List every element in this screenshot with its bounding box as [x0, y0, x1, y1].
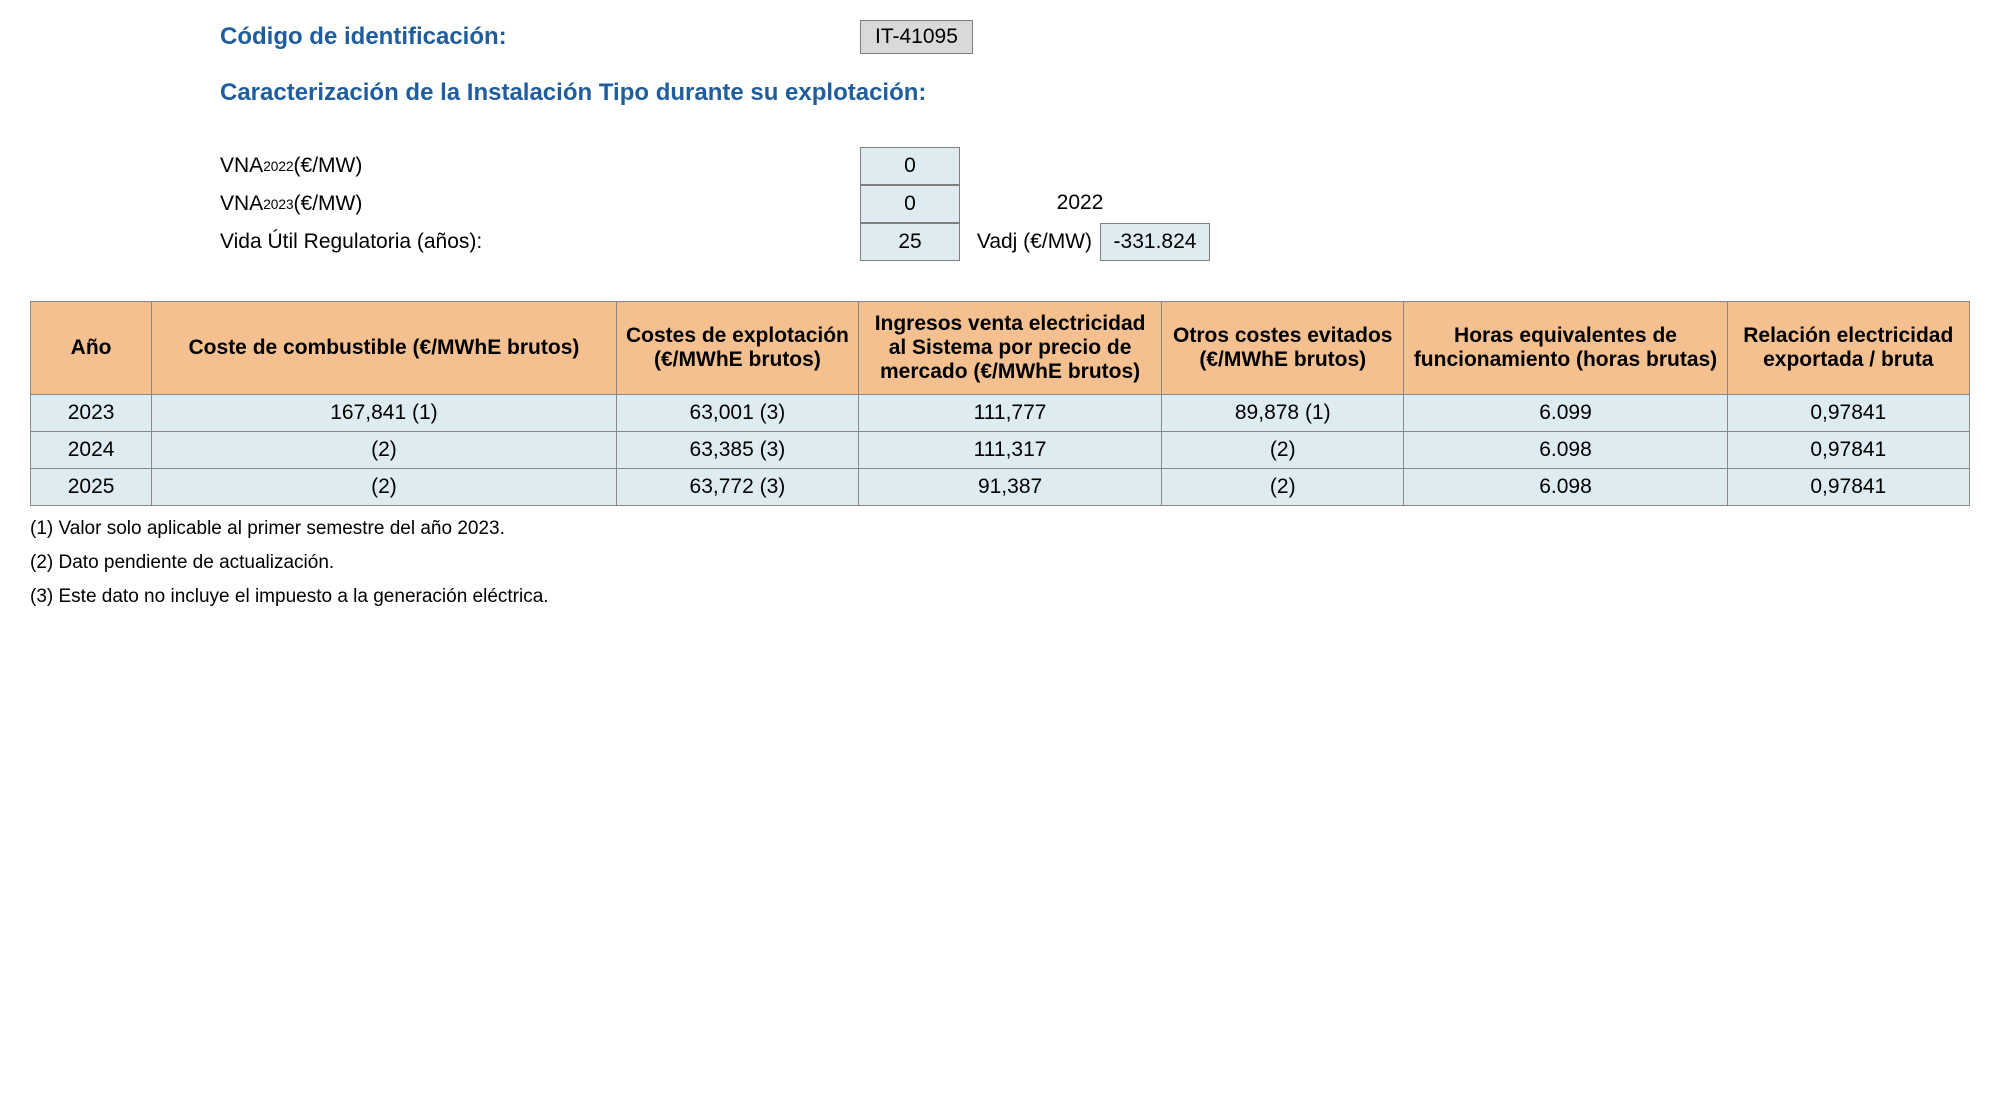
cell: 2025: [31, 469, 152, 506]
vna2023-prefix: VNA: [220, 192, 263, 216]
vida-value: 25: [860, 223, 960, 261]
vna2023-value: 0: [860, 185, 960, 223]
table-row: 2025 (2) 63,772 (3) 91,387 (2) 6.098 0,9…: [31, 469, 1970, 506]
cell: 63,772 (3): [616, 469, 858, 506]
vna2023-sub: 2023: [263, 197, 293, 212]
cell: 0,97841: [1727, 432, 1969, 469]
footnote: (1) Valor solo aplicable al primer semes…: [30, 518, 1970, 540]
col-year: Año: [31, 302, 152, 395]
table-row: 2024 (2) 63,385 (3) 111,317 (2) 6.098 0,…: [31, 432, 1970, 469]
cell: (2): [152, 432, 617, 469]
cell: 0,97841: [1727, 395, 1969, 432]
col-expl: Costes de explotación (€/MWhE brutos): [616, 302, 858, 395]
vida-label: Vida Útil Regulatoria (años):: [220, 223, 860, 261]
code-label: Código de identificación:: [220, 23, 860, 51]
code-value: IT-41095: [860, 20, 973, 54]
cell: 63,001 (3): [616, 395, 858, 432]
table-row: 2023 167,841 (1) 63,001 (3) 111,777 89,8…: [31, 395, 1970, 432]
col-rel: Relación electricidad exportada / bruta: [1727, 302, 1969, 395]
col-oth: Otros costes evitados (€/MWhE brutos): [1162, 302, 1404, 395]
cell: (2): [152, 469, 617, 506]
vadj-label: Vadj (€/MW): [960, 223, 1100, 261]
cell: 0,97841: [1727, 469, 1969, 506]
footnote: (3) Este dato no incluye el impuesto a l…: [30, 586, 1970, 608]
cell: 6.098: [1404, 432, 1727, 469]
footnote: (2) Dato pendiente de actualización.: [30, 552, 1970, 574]
vadj-year: 2022: [960, 185, 1200, 223]
vna2023-label: VNA2023 (€/MW): [220, 185, 860, 223]
col-fuel: Coste de combustible (€/MWhE brutos): [152, 302, 617, 395]
footnotes: (1) Valor solo aplicable al primer semes…: [30, 518, 1970, 608]
col-hrs: Horas equivalentes de funcionamiento (ho…: [1404, 302, 1727, 395]
cell: 2023: [31, 395, 152, 432]
vna2022-label: VNA2022 (€/MW): [220, 147, 860, 185]
cell: 2024: [31, 432, 152, 469]
cell: 6.098: [1404, 469, 1727, 506]
vna2022-unit: (€/MW): [294, 154, 363, 178]
cell: 91,387: [859, 469, 1162, 506]
cell: 89,878 (1): [1162, 395, 1404, 432]
vadj-value: -331.824: [1100, 223, 1210, 261]
cell: (2): [1162, 469, 1404, 506]
cell: 6.099: [1404, 395, 1727, 432]
cell: 63,385 (3): [616, 432, 858, 469]
col-ing: Ingresos venta electricidad al Sistema p…: [859, 302, 1162, 395]
section-title: Caracterización de la Instalación Tipo d…: [220, 79, 926, 107]
cell: (2): [1162, 432, 1404, 469]
cell: 167,841 (1): [152, 395, 617, 432]
cell: 111,317: [859, 432, 1162, 469]
cell: 111,777: [859, 395, 1162, 432]
vna2022-prefix: VNA: [220, 154, 263, 178]
vna2022-sub: 2022: [263, 159, 293, 174]
vna2023-unit: (€/MW): [294, 192, 363, 216]
data-table: Año Coste de combustible (€/MWhE brutos)…: [30, 301, 1970, 506]
vna2022-value: 0: [860, 147, 960, 185]
